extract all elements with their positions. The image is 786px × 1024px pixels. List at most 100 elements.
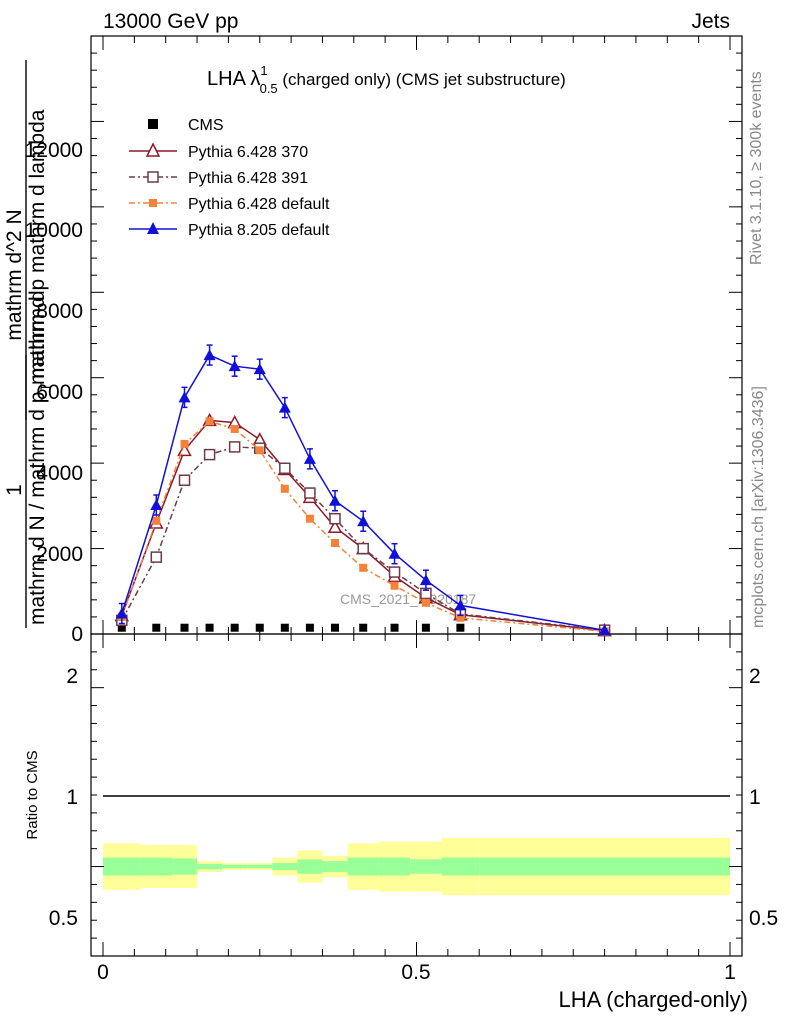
legend-marker-p6-default [149,199,157,207]
series-3-point-7 [305,514,314,523]
ratio-band-inner-10 [378,857,411,876]
series-3-point-9 [359,563,368,572]
series-4-point-9 [357,515,370,527]
ylabel-denominator-tail: mathrm d [26,290,49,379]
series-4-point-0 [115,607,128,619]
ylabel-numerator: 1 [3,484,26,496]
series-4-point-12 [454,599,467,611]
main-y-axis-label: 1 mathrm d N / mathrm d pTmathrm d mathr… [3,60,53,628]
ylabel-denominator: mathrm d N / mathrm d pTmathrm d [26,290,53,625]
ratio-ytick-label-2: 2 [66,665,78,688]
ratio-band-inner-6 [272,862,298,871]
series-3-point-10 [390,581,399,590]
series-0-point-8 [330,623,339,632]
ratio-band-inner-2 [171,858,198,875]
series-2-point-7 [304,487,316,499]
ytick-label-8000: 8000 [36,300,83,323]
series-4-point-3 [203,349,216,361]
legend-marker-p8-default [147,222,159,234]
series-4-point-11 [419,574,432,586]
series-3-point-5 [255,446,264,455]
series-2-point-1 [150,551,163,563]
series-2-point-9 [357,542,369,555]
ytick-label-2000: 2000 [36,543,83,566]
series-2-point-10 [388,566,401,578]
series-1-point-8 [327,519,343,533]
series-2-point-2 [178,474,191,486]
series-line-3 [121,420,605,633]
series-4-point-13 [598,624,611,636]
ytick-label-6000: 6000 [36,381,83,404]
xtick-labels: 0 0.5 1 [97,961,736,984]
ratio-y-axis-label: Ratio to CMS [24,750,41,839]
ratio-ytick-label-0.5: 0.5 [49,907,78,930]
series-2-point-4 [228,441,241,453]
ratio-ytick-labels: 2 1 0.5 2 1 0.5 [49,665,778,930]
series-0-point-10 [390,623,399,632]
ratio-band-inner-13 [479,857,730,876]
mcplots-label: mcplots.cern.ch [arXiv:1306.3436] [750,386,767,628]
xtick-label-1: 1 [724,961,736,984]
series-3-point-8 [330,539,339,548]
legend-marker-p6-391 [147,171,159,183]
series-0-point-4 [230,623,239,632]
series-2-point-6 [279,462,291,475]
main-ytick-labels: 0 2000 4000 6000 8000 10000 12000 [25,139,83,646]
title-subscript: 0.5 [260,81,278,96]
ratio-band-inner-3 [197,863,223,870]
energy-label: 13000 GeV pp [103,10,238,33]
series-4-point-10 [388,547,401,559]
ratio-band-inner-5 [247,864,273,869]
series-0-point-9 [359,623,368,632]
legend-marker-cms [148,119,158,129]
xtick-label-0.5: 0.5 [401,961,430,984]
title-tail: (charged only) (CMS jet substructure) [278,70,566,89]
xtick-label-0: 0 [97,961,109,984]
series-0-point-12 [456,623,465,632]
x-axis-label: LHA (charged-only) [558,987,748,1012]
ratio-band-inner-1 [140,857,172,876]
ratio-ytick-label-0.5-right: 0.5 [749,907,778,930]
ytick-label-0: 0 [71,623,83,646]
series-0-point-11 [421,623,430,632]
title-superscript: 1 [260,63,267,78]
ratio-band-inner-12 [441,857,480,876]
series-3-point-11 [421,598,430,607]
series-3-point-12 [456,613,465,622]
series-0-point-2 [180,623,189,632]
rivet-label: Rivet 3.1.10, ≥ 300k events [748,71,765,265]
ratio-band-inner-4 [222,864,248,869]
series-3-point-6 [280,484,289,493]
series-3-point-4 [230,424,239,433]
series-4 [115,344,611,636]
series-2-point-8 [329,512,341,525]
ylabel-subscript: T [37,383,53,392]
ytick-label-12000: 12000 [25,139,83,162]
series-4-point-2 [178,391,191,403]
series-4-point-5 [253,363,266,375]
series-0-point-3 [205,623,214,632]
series-4-point-1 [150,499,163,511]
series-3-point-3 [205,417,214,426]
ratio-panel-frame [90,633,743,957]
legend-label-p6-391: Pythia 6.428 391 [188,170,308,187]
ylabel-denominator-main: mathrm d N / mathrm d p [26,392,49,625]
series-2-point-3 [203,448,216,461]
ratio-uncertainty-bands [103,837,730,896]
series-0 [117,623,465,632]
axis-ticks [91,35,742,957]
series-0-point-7 [305,623,314,632]
ylabel-denominator-2: mathrm d p mathrm d lambda [26,109,49,385]
series-4-point-7 [303,452,316,464]
ratio-band-inner-0 [103,857,141,876]
ytick-label-4000: 4000 [36,462,83,485]
series-0-point-6 [280,623,289,632]
series-3-point-2 [180,439,189,448]
ratio-band-inner-11 [410,859,442,874]
series-3-point-1 [152,516,161,525]
legend-label-p6-default: Pythia 6.428 default [188,196,330,213]
series-4-point-6 [278,401,291,413]
series-0-point-0 [117,623,126,632]
series-0-point-5 [255,623,264,632]
legend-label-p8-default: Pythia 8.205 default [188,222,330,239]
